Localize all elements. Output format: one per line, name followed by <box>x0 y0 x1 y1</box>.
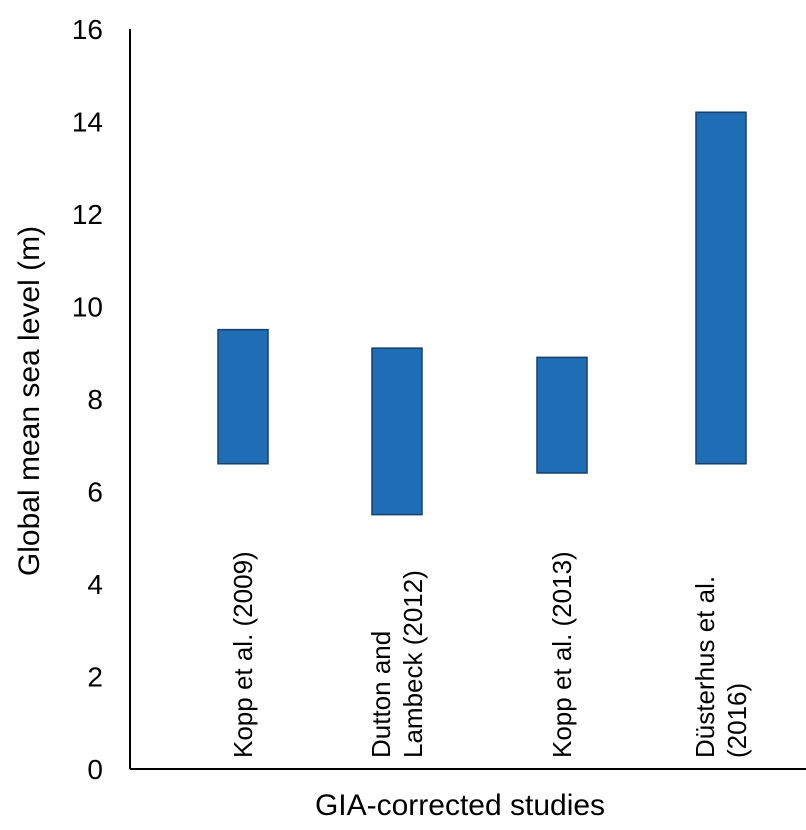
bars-layer <box>218 112 746 514</box>
y-tick-label: 6 <box>87 477 103 508</box>
y-tick-label: 0 <box>87 754 103 785</box>
range-bar <box>218 330 268 464</box>
range-bar <box>537 357 587 473</box>
category-labels: Kopp et al. (2009) Dutton and Lambeck (201… <box>228 551 752 758</box>
category-label: Kopp et al. (2009) <box>228 551 258 758</box>
y-tick-labels: 0 2 4 6 8 10 12 14 16 <box>72 14 103 785</box>
y-tick-label: 4 <box>87 569 103 600</box>
y-tick-label: 2 <box>87 662 103 693</box>
category-label: Kopp et al. (2013) <box>547 551 577 758</box>
x-axis-title: GIA-corrected studies <box>315 789 605 822</box>
category-label: Lambeck (2012) <box>398 570 428 758</box>
y-tick-label: 16 <box>72 14 103 45</box>
category-label: Dutton and <box>366 631 396 758</box>
y-axis-title: Global mean sea level (m) <box>13 226 46 576</box>
range-bar <box>372 348 422 515</box>
category-label: Düsterhus et al. <box>690 576 720 758</box>
category-label: (2016) <box>722 683 752 758</box>
y-tick-label: 12 <box>72 199 103 230</box>
y-tick-label: 8 <box>87 384 103 415</box>
range-bar <box>696 112 746 464</box>
y-tick-label: 10 <box>72 292 103 323</box>
y-tick-label: 14 <box>72 107 103 138</box>
